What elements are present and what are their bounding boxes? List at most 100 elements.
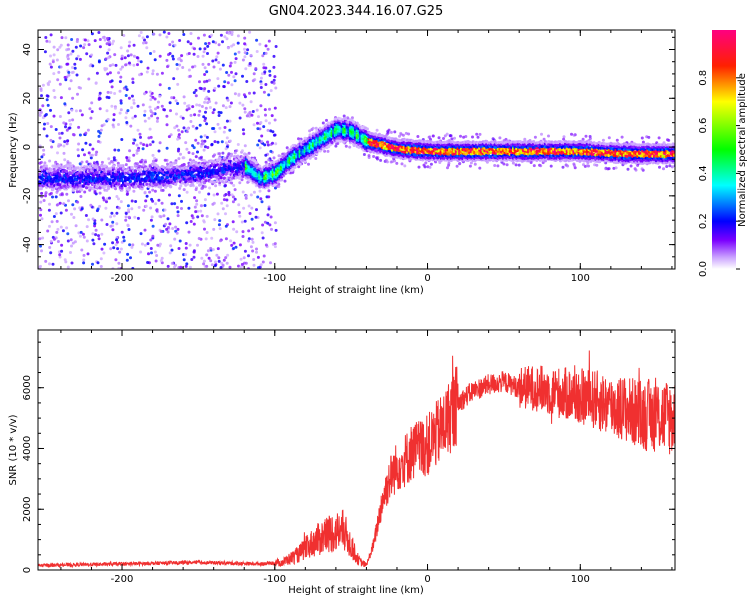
spectrogram-halo-cell bbox=[395, 161, 399, 165]
spectrogram-noise-cell bbox=[177, 135, 181, 139]
spectrogram-noise-cell bbox=[58, 253, 62, 257]
spectrogram-noise-cell bbox=[170, 96, 174, 100]
spectrogram-halo-cell bbox=[132, 189, 136, 193]
spectrogram-noise-cell bbox=[143, 109, 147, 113]
spectrogram-halo-cell bbox=[539, 164, 543, 168]
spectrogram-noise-cell bbox=[119, 101, 123, 105]
spectrogram-noise-cell bbox=[243, 95, 247, 99]
spectrogram-noise-cell bbox=[79, 44, 83, 48]
spectrogram-noise-cell bbox=[216, 212, 220, 216]
spectrogram-noise-cell bbox=[207, 41, 211, 45]
spectrogram-noise-cell bbox=[91, 147, 95, 151]
spectrogram-band-cell bbox=[338, 117, 342, 121]
spectrogram-noise-cell bbox=[225, 119, 229, 123]
spectrogram-noise-cell bbox=[199, 209, 203, 213]
spectrogram-noise-cell bbox=[203, 47, 207, 51]
spectrogram-noise-cell bbox=[191, 144, 195, 148]
spectrogram-noise-cell bbox=[238, 116, 242, 120]
spectrogram-noise-cell bbox=[264, 83, 268, 86]
spectrogram-noise-cell bbox=[247, 204, 251, 208]
spectrogram-noise-cell bbox=[251, 110, 255, 113]
spectrogram-band-cell bbox=[128, 179, 132, 183]
spectrogram-noise-cell bbox=[131, 81, 135, 84]
spectrogram-halo-cell bbox=[389, 160, 393, 164]
spectrogram-noise-cell bbox=[113, 92, 117, 95]
spectrogram-noise-cell bbox=[148, 90, 152, 94]
spectrogram-noise-cell bbox=[49, 65, 53, 69]
spectrogram-noise-cell bbox=[156, 105, 160, 109]
spectrogram-noise-cell bbox=[78, 133, 82, 137]
spectrogram-noise-cell bbox=[247, 254, 250, 258]
spectrogram-band-cell bbox=[69, 164, 74, 168]
spectrogram-noise-cell bbox=[48, 202, 51, 206]
spectrogram-noise-cell bbox=[70, 261, 74, 265]
spectrogram-noise-cell bbox=[111, 63, 115, 67]
spectrogram-noise-cell bbox=[158, 141, 162, 145]
spectrogram-noise-cell bbox=[141, 103, 145, 107]
spectrogram-noise-cell bbox=[268, 223, 272, 227]
spectrogram-noise-cell bbox=[248, 62, 252, 65]
spectrogram-noise-cell bbox=[108, 64, 112, 68]
spectrogram-noise-cell bbox=[245, 80, 249, 83]
spectrogram-noise-cell bbox=[139, 135, 142, 139]
spectrogram-halo-cell bbox=[572, 133, 576, 137]
spectrogram-noise-cell bbox=[44, 36, 48, 39]
spectrogram-noise-cell bbox=[192, 249, 196, 253]
spectrogram-noise-cell bbox=[264, 113, 267, 117]
spectrogram-noise-cell bbox=[58, 115, 62, 118]
spectrogram-halo-cell bbox=[478, 166, 482, 170]
spectrogram-halo-cell bbox=[626, 167, 630, 171]
spectrogram-noise-cell bbox=[41, 83, 45, 87]
spectrogram-cells bbox=[38, 30, 675, 269]
spectrogram-noise-cell bbox=[181, 116, 185, 120]
spectrogram-halo-cell bbox=[517, 163, 521, 167]
spectrogram-band-cell bbox=[133, 169, 137, 173]
spectrogram-noise-cell bbox=[196, 215, 200, 219]
spectrogram-noise-cell bbox=[238, 101, 242, 105]
spectrogram-band-cell bbox=[103, 164, 107, 168]
spectrogram-noise-cell bbox=[151, 72, 155, 76]
spectrogram-noise-cell bbox=[154, 202, 158, 206]
spectrogram-noise-cell bbox=[45, 98, 49, 102]
spectrogram-noise-cell bbox=[132, 153, 136, 157]
spectrogram-noise-cell bbox=[62, 144, 66, 148]
spectrogram-noise-cell bbox=[203, 145, 207, 149]
spectrogram-noise-cell bbox=[65, 142, 69, 146]
spectrogram-noise-cell bbox=[48, 246, 52, 249]
spectrogram-noise-cell bbox=[188, 243, 192, 247]
spectrogram-noise-cell bbox=[126, 252, 130, 256]
spectrogram-noise-cell bbox=[197, 237, 201, 240]
spectrogram-halo-cell bbox=[154, 159, 158, 163]
spectrogram-band-cell bbox=[56, 168, 60, 172]
spectrogram-noise-cell bbox=[192, 146, 196, 150]
spectrogram-noise-cell bbox=[224, 224, 228, 228]
spectrogram-band-cell bbox=[232, 155, 237, 159]
spectrogram-noise-cell bbox=[152, 50, 156, 53]
spectrogram-noise-cell bbox=[233, 60, 237, 64]
spectrogram-noise-cell bbox=[225, 204, 229, 208]
spectrogram-noise-cell bbox=[185, 262, 189, 266]
spectrogram-noise-cell bbox=[224, 106, 228, 110]
spectrogram-noise-cell bbox=[74, 109, 78, 113]
spectrogram-noise-cell bbox=[135, 143, 139, 147]
spectrogram-noise-cell bbox=[151, 234, 155, 238]
spectrogram-noise-cell bbox=[65, 226, 69, 230]
spectrogram-noise-cell bbox=[189, 42, 193, 46]
spectrogram-halo-cell bbox=[400, 162, 404, 166]
spectrogram-noise-cell bbox=[139, 250, 143, 254]
spectrogram-noise-cell bbox=[96, 207, 100, 211]
spectrogram-noise-cell bbox=[93, 39, 97, 43]
spectrogram-halo-cell bbox=[200, 158, 204, 162]
spectrogram-noise-cell bbox=[49, 33, 53, 37]
spectrogram-noise-cell bbox=[167, 86, 171, 90]
spectrogram-noise-cell bbox=[110, 211, 114, 215]
spectrogram-noise-cell bbox=[166, 226, 170, 229]
spectrogram-noise-cell bbox=[80, 113, 84, 117]
spectrogram-noise-cell bbox=[186, 127, 189, 131]
spectrogram-noise-cell bbox=[139, 232, 143, 236]
spectrogram-noise-cell bbox=[51, 195, 54, 199]
spectrogram-halo-cell bbox=[66, 161, 70, 165]
spectrogram-noise-cell bbox=[196, 141, 200, 145]
spectrogram-noise-cell bbox=[229, 101, 233, 105]
spectrogram-noise-cell bbox=[130, 94, 134, 98]
